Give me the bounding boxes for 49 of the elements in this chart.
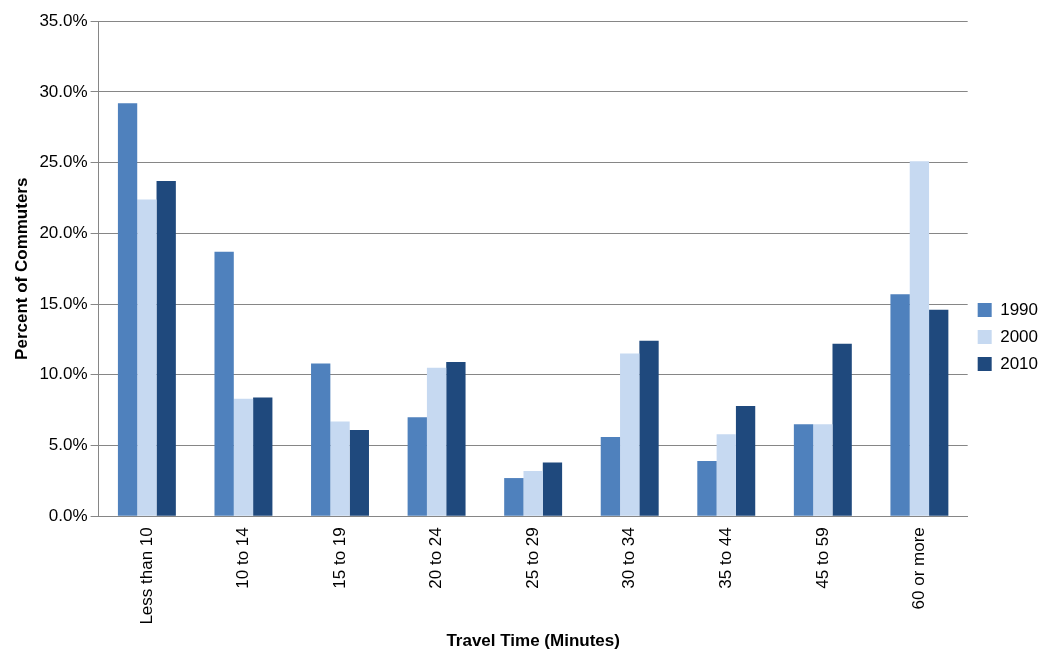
y-tick-label: 35.0% — [39, 10, 88, 30]
bar — [504, 478, 524, 516]
y-tick-label: 20.0% — [39, 223, 88, 243]
legend-label: 1990 — [1000, 299, 1039, 319]
y-axis-title: Percent of Commuters — [11, 177, 31, 360]
y-tick-label: 15.0% — [39, 293, 88, 313]
legend-label: 2010 — [1000, 353, 1039, 373]
y-tick-label: 10.0% — [39, 364, 88, 384]
bar — [426, 367, 447, 516]
bar — [793, 424, 814, 516]
bar — [311, 363, 331, 516]
x-tick-label: 30 to 34 — [619, 527, 639, 589]
bar — [117, 103, 138, 516]
bar — [600, 437, 621, 516]
bar — [349, 429, 369, 516]
bar — [542, 462, 563, 516]
y-tick-label: 25.0% — [39, 152, 88, 172]
bar — [214, 251, 234, 516]
bar — [407, 417, 427, 516]
bar — [330, 421, 350, 516]
bar — [697, 461, 717, 516]
x-tick-label: 45 to 59 — [812, 527, 832, 589]
bar — [620, 353, 640, 516]
bar — [523, 470, 543, 516]
bar — [813, 424, 833, 516]
bar — [909, 161, 930, 516]
x-tick-label: 10 to 14 — [233, 527, 253, 589]
x-tick-label: 60 or more — [909, 527, 929, 610]
bar — [716, 434, 736, 516]
y-tick-label: 30.0% — [39, 81, 88, 101]
bar — [929, 309, 949, 516]
bar — [890, 294, 910, 516]
x-tick-label: 25 to 29 — [522, 527, 542, 589]
x-tick-label: Less than 10 — [136, 527, 156, 625]
x-tick-label: 15 to 19 — [329, 527, 349, 589]
bar — [253, 397, 273, 516]
bar — [156, 181, 176, 516]
bar — [233, 398, 254, 516]
bar — [137, 199, 157, 516]
y-tick-label: 0.0% — [48, 505, 88, 525]
y-tick-label: 5.0% — [48, 435, 88, 455]
x-tick-label: 35 to 44 — [715, 527, 735, 589]
bar — [446, 362, 466, 516]
bar — [832, 343, 852, 516]
bar — [735, 405, 756, 516]
x-tick-label: 20 to 24 — [426, 527, 446, 589]
legend-label: 2000 — [1000, 326, 1039, 346]
x-axis-title: Travel Time (Minutes) — [446, 631, 620, 651]
bar — [639, 340, 659, 516]
